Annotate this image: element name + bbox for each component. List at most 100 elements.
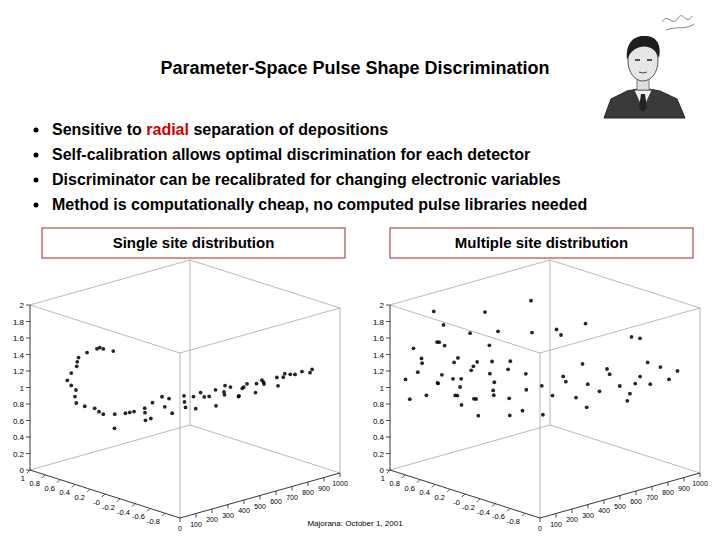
- point: [564, 380, 568, 384]
- frame-edge: [390, 260, 550, 305]
- point: [460, 403, 464, 407]
- point: [541, 413, 545, 417]
- point: [101, 347, 105, 351]
- y-tick-label: 1.2: [373, 367, 385, 376]
- x-tick-label: -0.2: [102, 503, 115, 512]
- point: [143, 406, 147, 410]
- y-tick-label: 0.8: [373, 400, 385, 409]
- y-tick-label: 1: [380, 384, 385, 393]
- point: [199, 391, 203, 395]
- point: [524, 372, 528, 376]
- y-tick: [386, 437, 390, 438]
- point: [559, 333, 563, 337]
- y-tick-label: 0.6: [13, 417, 25, 426]
- point: [521, 409, 525, 413]
- y-tick: [386, 354, 390, 355]
- point: [404, 378, 408, 382]
- x-tick: [27, 470, 30, 473]
- y-tick-label: 1.8: [373, 318, 385, 327]
- point: [585, 405, 589, 409]
- point: [458, 385, 462, 389]
- point: [581, 362, 585, 366]
- y-tick: [26, 354, 30, 355]
- z-tick: [340, 473, 341, 477]
- frame-edge: [540, 308, 700, 353]
- portrait-eyes: [635, 59, 652, 61]
- y-tick-label: 1: [20, 384, 25, 393]
- point: [254, 391, 258, 395]
- point: [111, 349, 115, 353]
- y-tick: [26, 453, 30, 454]
- y-tick-label: 1.4: [13, 351, 25, 360]
- point: [442, 323, 446, 327]
- point: [95, 347, 99, 351]
- x-tick: [417, 480, 420, 483]
- point: [184, 406, 188, 410]
- frame-edge: [30, 425, 190, 470]
- panel-header-box: [42, 228, 345, 258]
- z-tick-label: 400: [238, 507, 250, 514]
- bullet-dot: [34, 128, 39, 133]
- slide: Parameter-Space Pulse Shape Discriminati…: [0, 0, 720, 540]
- point: [93, 406, 97, 410]
- panel-header-box: [390, 228, 693, 258]
- bullet-segment: Self-calibration allows optimal discrimi…: [52, 146, 530, 163]
- point: [293, 373, 297, 377]
- point: [574, 396, 578, 400]
- frame-edge: [540, 353, 541, 518]
- point: [128, 411, 132, 415]
- x-tick: [387, 470, 390, 473]
- point: [468, 331, 472, 335]
- point: [456, 356, 460, 360]
- z-tick-label: 500: [614, 503, 626, 510]
- y-tick-label: 2: [380, 301, 385, 310]
- point: [143, 411, 147, 415]
- portrait-suit: [604, 88, 685, 118]
- z-tick-label: 800: [662, 489, 674, 496]
- z-tick: [620, 496, 621, 500]
- point: [73, 395, 77, 399]
- point: [540, 384, 544, 388]
- frame-edge: [390, 305, 540, 353]
- x-tick: [147, 508, 150, 511]
- x-tick-label: -0: [453, 498, 460, 507]
- point: [240, 386, 244, 390]
- point: [167, 397, 171, 401]
- point: [436, 381, 440, 385]
- point: [75, 360, 79, 364]
- z-tick-label: 0: [538, 525, 542, 532]
- z-tick: [196, 514, 197, 518]
- point: [608, 372, 612, 376]
- z-tick: [652, 487, 653, 491]
- point: [488, 343, 492, 347]
- point: [496, 329, 500, 333]
- z-tick-label: 600: [630, 498, 642, 505]
- z-tick-label: 300: [222, 512, 234, 519]
- point: [223, 393, 227, 397]
- z-tick-label: 800: [302, 489, 314, 496]
- x-tick: [102, 494, 105, 497]
- z-tick-label: 500: [254, 503, 266, 510]
- frame-edge: [180, 353, 181, 518]
- z-tick: [668, 482, 669, 486]
- x-tick-label: 0.8: [30, 479, 40, 488]
- x-tick: [132, 504, 135, 507]
- y-tick: [26, 387, 30, 388]
- bullet-dot: [34, 203, 39, 208]
- x-tick-label: -0.6: [492, 512, 505, 521]
- point: [605, 367, 609, 371]
- x-tick: [432, 484, 435, 487]
- point: [124, 411, 128, 415]
- point: [491, 389, 495, 393]
- y-tick-label: 1.6: [13, 334, 25, 343]
- point: [425, 393, 429, 397]
- point: [586, 382, 590, 386]
- point: [75, 364, 79, 368]
- y-tick: [386, 338, 390, 339]
- point: [648, 382, 652, 386]
- x-tick: [507, 508, 510, 511]
- x-tick: [522, 513, 525, 516]
- x-tick-label: 0.6: [45, 484, 55, 493]
- point: [420, 361, 424, 365]
- z-tick: [292, 487, 293, 491]
